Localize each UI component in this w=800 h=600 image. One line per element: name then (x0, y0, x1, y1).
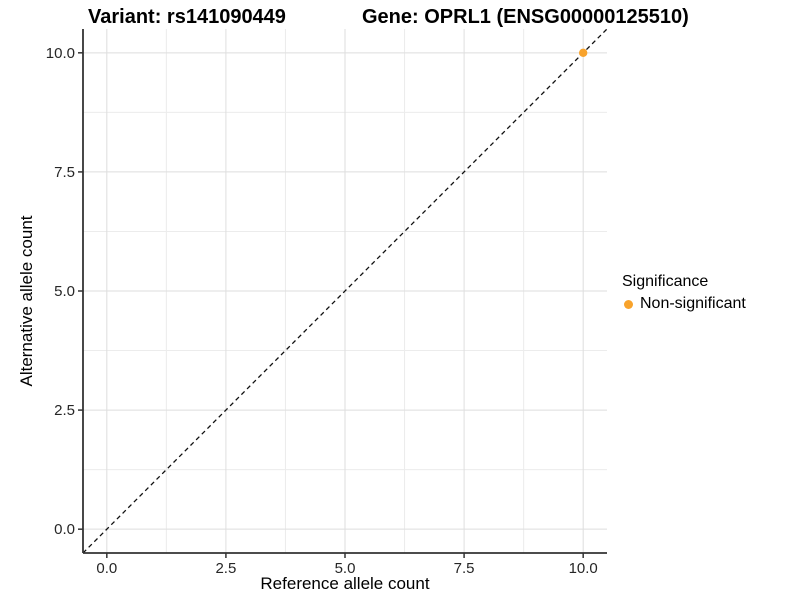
y-tick-label: 10.0 (46, 45, 75, 62)
plot-title-gene: Gene: OPRL1 (ENSG00000125510) (362, 6, 689, 28)
x-tick-label: 10.0 (569, 560, 598, 577)
x-tick-label: 7.5 (454, 560, 475, 577)
plot-title-variant: Variant: rs141090449 (88, 6, 286, 28)
legend-item-label: Non-significant (640, 295, 746, 312)
y-tick-label: 5.0 (54, 283, 75, 300)
y-axis-title: Alternative allele count (16, 215, 36, 387)
legend: Significance Non-significant (622, 272, 746, 314)
legend-title: Significance (622, 273, 709, 290)
y-tick-label: 0.0 (54, 521, 75, 538)
data-point (578, 48, 588, 58)
x-tick-label: 2.5 (215, 560, 236, 577)
identity-line (82, 28, 608, 554)
y-tick-label: 2.5 (54, 402, 75, 419)
legend-key-dot (624, 299, 633, 309)
x-tick-label: 0.0 (96, 560, 117, 577)
x-axis-title: Reference allele count (260, 574, 430, 593)
x-tick-label: 5.0 (335, 560, 356, 577)
y-tick-label: 7.5 (54, 164, 75, 181)
legend-item-non-significant: Non-significant (622, 294, 746, 314)
